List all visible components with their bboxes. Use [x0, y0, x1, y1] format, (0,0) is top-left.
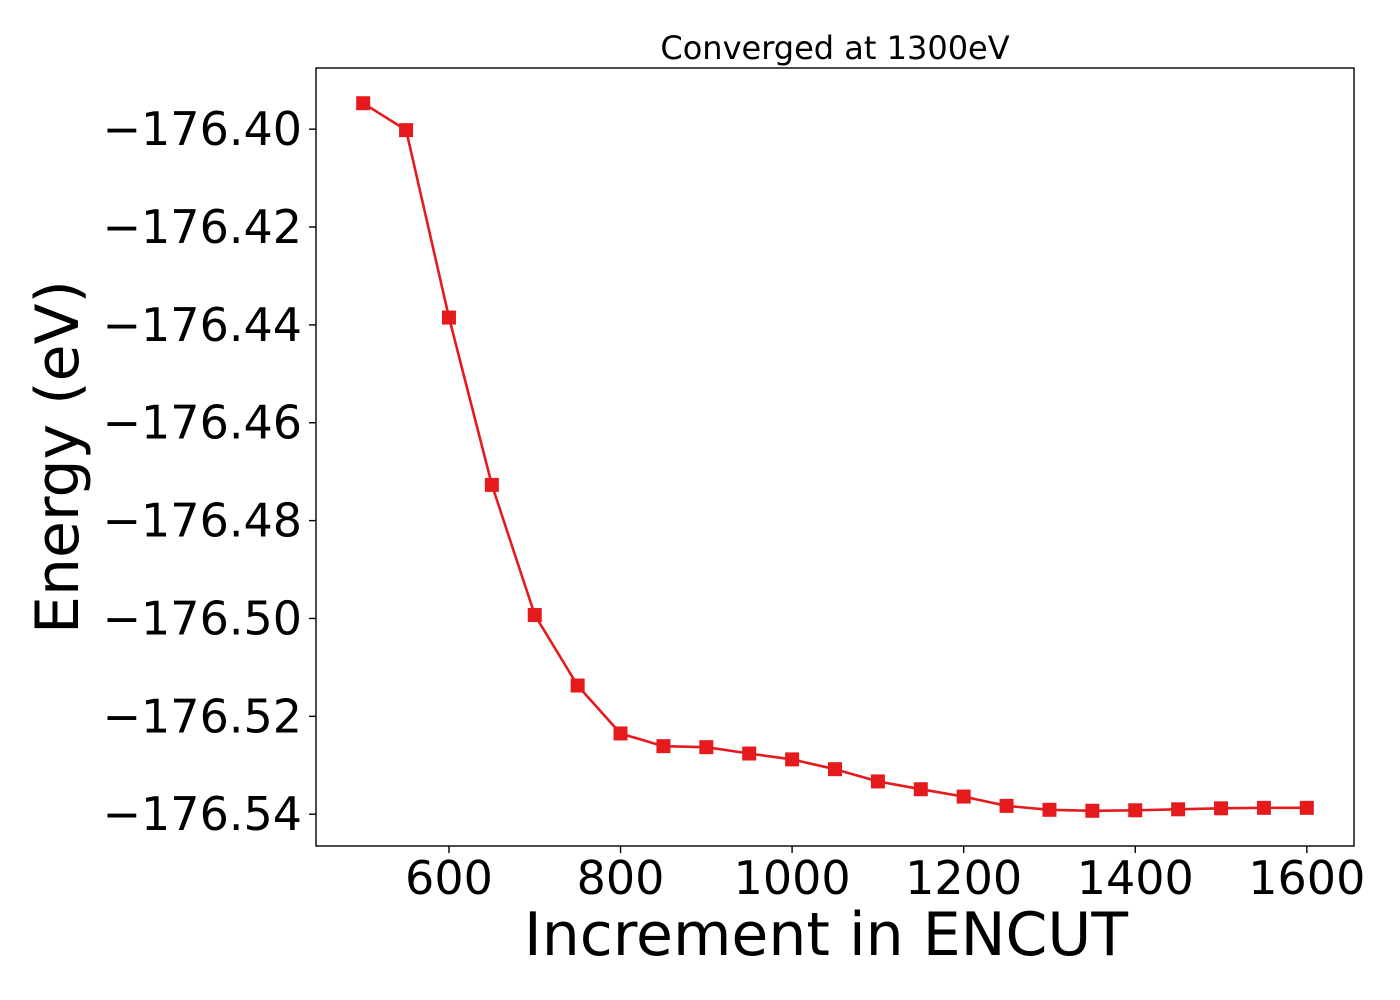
data-point [1042, 802, 1057, 817]
series-line [362, 102, 1307, 813]
data-point [956, 789, 971, 804]
data-point [870, 774, 885, 789]
data-point [828, 762, 842, 777]
data-point [570, 678, 585, 693]
x-tick-label: 800 [577, 851, 665, 905]
chart-title: Converged at 1300eV [660, 29, 1009, 67]
data-point [1128, 803, 1143, 818]
data-point [484, 477, 499, 492]
data-point [613, 726, 628, 741]
data-point [1214, 801, 1229, 816]
x-tick-label: 1400 [1077, 851, 1194, 905]
y-tick-label: −176.42 [103, 200, 303, 254]
data-point [1171, 802, 1186, 817]
data-point [656, 739, 671, 754]
x-tick-label: 1000 [734, 851, 851, 905]
data-point [441, 310, 456, 325]
data-point [356, 96, 371, 111]
x-tick-label: 600 [405, 851, 493, 905]
x-tick-label: 1600 [1248, 851, 1365, 905]
data-series [356, 96, 1314, 818]
y-tick-label: −176.52 [103, 689, 303, 743]
data-point [527, 608, 542, 623]
data-point [1085, 803, 1100, 818]
data-point [742, 746, 757, 761]
data-point [999, 798, 1014, 813]
y-tick-label: −176.54 [103, 787, 303, 841]
y-tick-label: −176.50 [103, 591, 303, 645]
data-point [399, 123, 414, 138]
y-axis-label: Energy (eV) [23, 280, 93, 634]
y-tick-label: −176.48 [103, 494, 303, 548]
y-tick-label: −176.40 [103, 102, 303, 156]
data-point [1256, 800, 1271, 815]
x-axis-label: Increment in ENCUT [524, 900, 1128, 970]
data-point [699, 740, 714, 755]
x-axis: 600 800 1000 1200 1400 1600 [405, 846, 1365, 905]
plot-area-frame [315, 67, 1355, 847]
data-point [1299, 800, 1314, 815]
x-tick-label: 1200 [905, 851, 1022, 905]
y-tick-label: −176.44 [103, 298, 303, 352]
data-point [913, 782, 928, 797]
y-tick-label: −176.46 [103, 396, 303, 450]
y-axis: −176.40 −176.42 −176.44 −176.46 −176.48 −176.… [103, 102, 316, 841]
data-point [785, 752, 800, 767]
